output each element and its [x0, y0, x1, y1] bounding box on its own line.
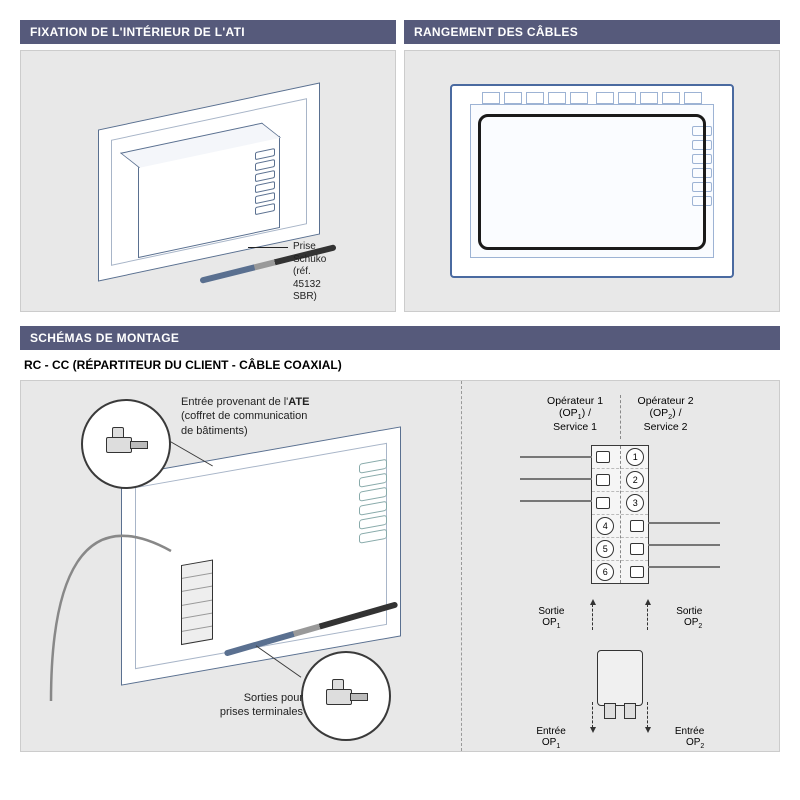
connector-icon-2 [326, 683, 366, 709]
panel-fixation: Prise Schuko (réf. 45132 SBR) [20, 50, 396, 312]
dual-connector-icon [597, 650, 643, 706]
label-entry: Entrée provenant de l'ATE (coffret de co… [181, 395, 361, 438]
callout-line1: Prise Schuko [293, 241, 338, 266]
top-left-col: FIXATION DE L'INTÉRIEUR DE L'ATI [20, 20, 396, 44]
top-row: FIXATION DE L'INTÉRIEUR DE L'ATI RANGEME… [20, 20, 780, 44]
top-right-col: RANGEMENT DES CÂBLES [404, 20, 780, 44]
header-schemas: SCHÉMAS DE MONTAGE [20, 326, 780, 350]
schematic-panel: Entrée provenant de l'ATE (coffret de co… [20, 380, 780, 752]
panel-cables [404, 50, 780, 312]
subtitle-rccc: RC - CC (RÉPARTITEUR DU CLIENT - CÂBLE C… [20, 350, 780, 376]
entry-l3: de bâtiments) [181, 425, 248, 437]
arrow-entree-op2 [647, 702, 648, 728]
cable-r4 [648, 522, 720, 524]
top-slots-left [482, 92, 588, 104]
header-fixation: FIXATION DE L'INTÉRIEUR DE L'ATI [20, 20, 396, 44]
callout-line2: (réf. 45132 SBR) [293, 266, 338, 304]
iso-illustration: Prise Schuko (réf. 45132 SBR) [78, 91, 338, 271]
zoom-entry-connector [81, 399, 171, 489]
arrow-sortie-op1 [592, 604, 593, 630]
entry-l2: (coffret de communication [181, 410, 307, 422]
cable-frame [450, 84, 734, 278]
entry-bold: ATE [288, 396, 309, 408]
top-panels-row: Prise Schuko (réf. 45132 SBR) [20, 50, 780, 312]
entry-pre: Entrée provenant de l' [181, 396, 288, 408]
port-stack: 1 2 3 4 5 6 [591, 445, 649, 584]
schematic-right: Opérateur 1 (OP1) /Service 1 Opérateur 2… [461, 381, 779, 751]
exit-l1: Sorties pour [244, 692, 303, 704]
cable-l3 [520, 500, 592, 502]
cable-r5 [648, 544, 720, 546]
operator1-label: Opérateur 1 (OP1) /Service 1 [530, 395, 621, 439]
connector-icon [106, 431, 146, 457]
cable-l2 [520, 478, 592, 480]
splitter-column: Opérateur 1 (OP1) /Service 1 Opérateur 2… [530, 395, 710, 752]
arrow-sortie-op2 [647, 604, 648, 630]
arrow-entree-op1 [592, 702, 593, 728]
terminal-strip [255, 148, 275, 215]
cable-r6 [648, 566, 720, 568]
top-slots-right [596, 92, 702, 104]
sortie-op2-label: SortieOP2 [676, 606, 702, 630]
callout-schuko: Prise Schuko (réf. 45132 SBR) [293, 241, 338, 304]
cable-loop [478, 114, 706, 250]
header-cables: RANGEMENT DES CÂBLES [404, 20, 780, 44]
arrows-block: SortieOP1 SortieOP2 EntréeOP1 EntréeOP2 [530, 602, 710, 752]
cable-l1 [520, 456, 592, 458]
entree-op2-label: EntréeOP2 [675, 726, 704, 750]
operator-heading: Opérateur 1 (OP1) /Service 1 Opérateur 2… [530, 395, 710, 439]
entree-op1-label: EntréeOP1 [536, 726, 565, 750]
zoom-exit-connector [301, 651, 391, 741]
center-dash [620, 446, 621, 583]
sortie-op1-label: SortieOP1 [538, 606, 564, 630]
exit-l2: prises terminales [220, 706, 303, 718]
schematic-left: Entrée provenant de l'ATE (coffret de co… [21, 381, 461, 751]
label-exit: Sorties pour prises terminales [203, 691, 303, 720]
operator2-label: Opérateur 2 (OP2) /Service 2 [621, 395, 711, 439]
